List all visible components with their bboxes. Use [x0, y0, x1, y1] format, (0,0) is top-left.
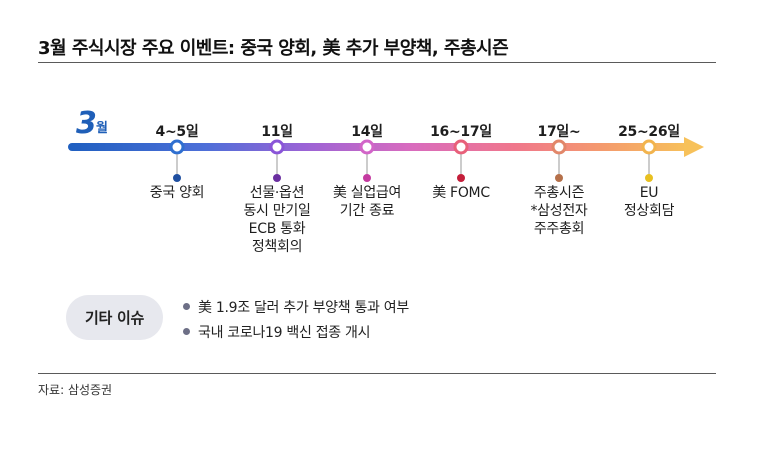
- timeline-node: [269, 139, 285, 155]
- timeline-node: [551, 139, 567, 155]
- event-dot: [457, 174, 465, 182]
- list-item-text: 국내 코로나19 백신 접종 개시: [198, 324, 371, 341]
- event-description: 美 실업급여 기간 종료: [333, 184, 401, 220]
- event-date: 14일: [351, 124, 383, 140]
- event-line: 정상회담: [623, 203, 675, 219]
- month-suffix: 월: [96, 121, 108, 136]
- event-timeline: 3 월 4~5일 11일 14일 16~17일 17일~ 25~26일 중국 양…: [68, 106, 704, 256]
- other-issues-list: 美 1.9조 달러 추가 부양책 통과 여부 국내 코로나19 백신 접종 개시: [183, 294, 409, 344]
- event-description: 중국 양회: [149, 184, 205, 202]
- event-date: 25~26일: [618, 124, 680, 140]
- event-line: 선물·옵션: [249, 185, 305, 201]
- event-line: *삼성전자: [530, 203, 588, 219]
- timeline-node: [359, 139, 375, 155]
- timeline-arrow: [68, 137, 704, 182]
- list-item: 美 1.9조 달러 추가 부양책 통과 여부: [183, 294, 409, 319]
- event-dot: [555, 174, 563, 182]
- bullet-icon: [183, 303, 190, 310]
- event-line: 동시 만기일: [243, 203, 311, 219]
- event-line: 기간 종료: [339, 203, 395, 219]
- event-description: 美 FOMC: [432, 184, 490, 202]
- timeline-node: [169, 139, 185, 155]
- list-item-text: 美 1.9조 달러 추가 부양책 통과 여부: [198, 299, 409, 316]
- event-date: 16~17일: [430, 124, 492, 140]
- event-description: 선물·옵션 동시 만기일 ECB 통화 정책회의: [243, 184, 310, 256]
- month-number: 3: [76, 106, 97, 141]
- event-line: 주총시즌: [533, 185, 585, 201]
- list-item: 국내 코로나19 백신 접종 개시: [183, 319, 409, 344]
- event-dot: [645, 174, 653, 182]
- event-description: 주총시즌 *삼성전자 주주총회: [530, 184, 587, 238]
- event-dot: [363, 174, 371, 182]
- source-note: 자료: 삼성증권: [38, 383, 113, 397]
- event-line: EU: [639, 185, 659, 201]
- timeline-node: [453, 139, 469, 155]
- event-dot: [173, 174, 181, 182]
- event-line: 중국 양회: [149, 185, 205, 201]
- event-dot: [273, 174, 281, 182]
- event-line: ECB 통화: [248, 221, 306, 237]
- event-date: 11일: [261, 124, 293, 140]
- event-line: 美 실업급여: [332, 185, 402, 201]
- bottom-divider: [38, 373, 716, 374]
- other-issues-label: 기타 이슈: [66, 295, 163, 340]
- bullet-icon: [183, 328, 190, 335]
- timeline-node: [641, 139, 657, 155]
- page-title: 3월 주식시장 주요 이벤트: 중국 양회, 美 추가 부양책, 주총시즌: [38, 38, 509, 59]
- event-date: 4~5일: [155, 124, 199, 140]
- event-line: 주주총회: [533, 221, 585, 237]
- event-line: 美 FOMC: [432, 185, 490, 201]
- event-date: 17일~: [537, 124, 581, 140]
- event-description: EU 정상회담: [623, 184, 675, 220]
- top-divider: [38, 62, 716, 63]
- event-line: 정책회의: [251, 239, 303, 255]
